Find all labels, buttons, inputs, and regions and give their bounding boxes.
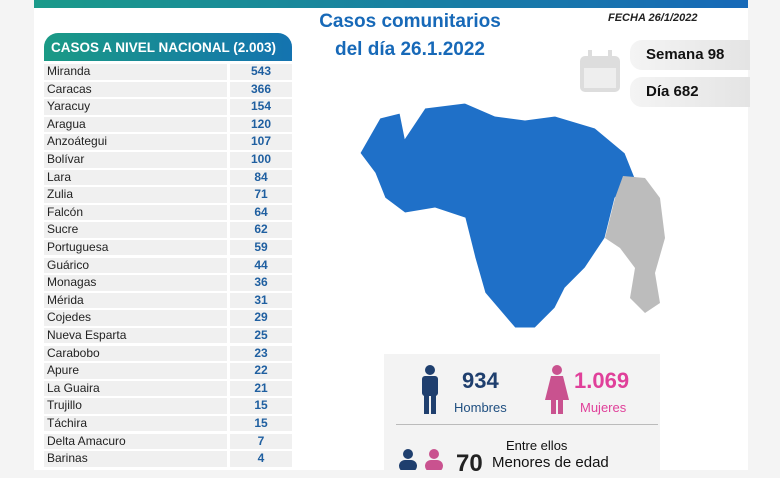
case-count: 154 xyxy=(230,99,292,115)
table-row: Sucre 62 xyxy=(44,221,292,239)
case-count: 29 xyxy=(230,310,292,326)
table-row: Yaracuy 154 xyxy=(44,98,292,116)
case-count: 22 xyxy=(230,363,292,379)
table-row: Cojedes 29 xyxy=(44,309,292,327)
table-row: Barinas 4 xyxy=(44,450,292,468)
women-count: 1.069 xyxy=(574,368,630,393)
state-name: Caracas xyxy=(44,81,227,98)
case-count: 25 xyxy=(230,327,292,344)
state-name: Aragua xyxy=(44,116,227,133)
men-label: Hombres xyxy=(454,400,507,415)
case-count: 84 xyxy=(230,169,292,186)
cases-table: Miranda 543 Caracas 366 Yaracuy 154 Aragua 120 A… xyxy=(44,63,292,468)
state-name: Táchira xyxy=(44,415,227,432)
case-count: 120 xyxy=(230,116,292,133)
case-count: 100 xyxy=(230,152,292,168)
table-row: La Guaira 21 xyxy=(44,380,292,398)
table-row: Miranda 543 xyxy=(44,63,292,81)
state-name: Bolívar xyxy=(44,152,227,168)
table-row: Mérida 31 xyxy=(44,292,292,310)
case-count: 7 xyxy=(230,433,292,450)
case-count: 107 xyxy=(230,134,292,150)
case-count: 59 xyxy=(230,239,292,256)
calendar-icon xyxy=(580,50,620,92)
table-row: Apure 22 xyxy=(44,362,292,380)
case-count: 15 xyxy=(230,398,292,414)
state-name: Delta Amacuro xyxy=(44,433,227,450)
title-line2: del día 26.1.2022 xyxy=(335,39,485,60)
women-label: Mujeres xyxy=(580,400,627,415)
state-name: Carabobo xyxy=(44,345,227,362)
minors-count: 70 xyxy=(456,450,483,477)
day-badge: Día 682 xyxy=(630,77,750,107)
table-row: Portuguesa 59 xyxy=(44,239,292,257)
children-icon xyxy=(399,449,443,470)
case-count: 44 xyxy=(230,257,292,274)
woman-icon xyxy=(545,365,569,414)
state-name: Cojedes xyxy=(44,310,227,326)
table-row: Nueva Esparta 25 xyxy=(44,327,292,345)
case-count: 543 xyxy=(230,64,292,80)
table-header: CASOS A NIVEL NACIONAL (2.003) xyxy=(44,33,292,61)
state-name: Yaracuy xyxy=(44,99,227,115)
top-banner xyxy=(34,0,748,8)
table-row: Monagas 36 xyxy=(44,274,292,292)
state-name: Miranda xyxy=(44,64,227,80)
table-row: Trujillo 15 xyxy=(44,397,292,415)
state-name: Guárico xyxy=(44,257,227,274)
state-name: Barinas xyxy=(44,451,227,467)
case-count: 31 xyxy=(230,292,292,309)
state-name: Falcón xyxy=(44,204,227,221)
state-name: Zulia xyxy=(44,187,227,203)
state-name: Anzoátegui xyxy=(44,134,227,150)
table-row: Falcón 64 xyxy=(44,204,292,222)
table-row: Aragua 120 xyxy=(44,116,292,134)
men-count: 934 xyxy=(462,368,499,393)
state-name: Apure xyxy=(44,363,227,379)
case-count: 62 xyxy=(230,222,292,238)
case-count: 366 xyxy=(230,81,292,98)
man-icon xyxy=(422,365,438,414)
state-name: La Guaira xyxy=(44,380,227,397)
case-count: 21 xyxy=(230,380,292,397)
page-title: Casos comunitarios del día 26.1.2022 xyxy=(300,8,520,64)
state-name: Lara xyxy=(44,169,227,186)
table-row: Delta Amacuro 7 xyxy=(44,432,292,450)
case-count: 4 xyxy=(230,451,292,467)
divider xyxy=(396,424,658,425)
state-name: Monagas xyxy=(44,275,227,291)
between-label: Entre ellos xyxy=(506,438,568,453)
case-count: 64 xyxy=(230,204,292,221)
table-row: Anzoátegui 107 xyxy=(44,133,292,151)
case-count: 15 xyxy=(230,415,292,432)
state-name: Trujillo xyxy=(44,398,227,414)
table-row: Carabobo 23 xyxy=(44,345,292,363)
table-row: Guárico 44 xyxy=(44,257,292,275)
state-name: Mérida xyxy=(44,292,227,309)
table-row: Zulia 71 xyxy=(44,186,292,204)
case-count: 71 xyxy=(230,187,292,203)
venezuela-map xyxy=(359,102,665,329)
table-row: Caracas 366 xyxy=(44,81,292,99)
case-count: 23 xyxy=(230,345,292,362)
state-name: Nueva Esparta xyxy=(44,327,227,344)
table-row: Táchira 15 xyxy=(44,415,292,433)
week-badge: Semana 98 xyxy=(630,40,750,70)
case-count: 36 xyxy=(230,275,292,291)
state-name: Portuguesa xyxy=(44,239,227,256)
table-row: Lara 84 xyxy=(44,169,292,187)
date-label: FECHA 26/1/2022 xyxy=(608,12,698,24)
state-name: Sucre xyxy=(44,222,227,238)
gender-card: 934 Hombres 1.069 Mujeres Entre ellos 70… xyxy=(384,354,660,477)
minors-label: Menores de edad xyxy=(492,454,609,471)
title-line1: Casos comunitarios xyxy=(319,11,501,32)
table-row: Bolívar 100 xyxy=(44,151,292,169)
